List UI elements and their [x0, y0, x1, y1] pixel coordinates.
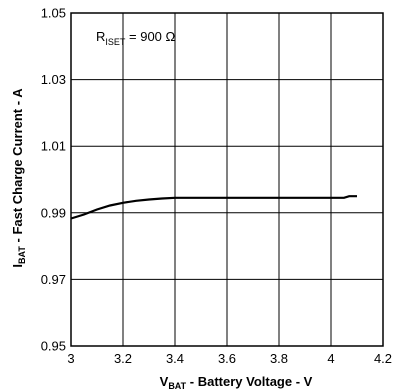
x-axis-label-rest: - Battery Voltage - V [186, 374, 313, 389]
x-tick-label: 3.6 [218, 351, 236, 366]
x-tick-label: 3.8 [270, 351, 288, 366]
y-axis-label-sub: BAT [17, 246, 27, 264]
y-tick-label: 1.01 [41, 139, 66, 154]
x-tick-label: 3.4 [166, 351, 184, 366]
x-tick-label: 3.2 [114, 351, 132, 366]
y-axis-label: IBAT - Fast Charge Current - A [10, 88, 27, 268]
y-tick-labels: 0.95 0.97 0.99 1.01 1.03 1.05 [41, 6, 66, 354]
x-tick-label: 4 [327, 351, 334, 366]
series-line [70, 195, 357, 220]
grid [70, 12, 384, 347]
y-tick-label: 1.03 [41, 72, 66, 87]
y-tick-label: 0.97 [41, 272, 66, 287]
x-axis-label: VBAT - Battery Voltage - V [160, 374, 313, 389]
y-tick-label: 0.99 [41, 205, 66, 220]
x-axis-label-main: V [160, 374, 169, 389]
annotation-main: R [96, 29, 105, 44]
x-tick-label: 3 [67, 351, 74, 366]
y-tick-label: 1.05 [41, 6, 66, 21]
annotation-sub: ISET [105, 37, 126, 47]
annotation: RISET = 900 Ω [96, 29, 176, 47]
plot-frame [70, 12, 384, 347]
x-tick-labels: 3 3.2 3.4 3.6 3.8 4 4.2 [67, 351, 392, 366]
annotation-rest: = 900 Ω [125, 29, 175, 44]
y-tick-label: 0.95 [41, 339, 66, 354]
y-axis-label-rest: - Fast Charge Current - A [10, 88, 25, 246]
y-axis-label-main: I [10, 264, 25, 268]
x-axis-label-sub: BAT [168, 381, 186, 389]
x-tick-label: 4.2 [374, 351, 392, 366]
